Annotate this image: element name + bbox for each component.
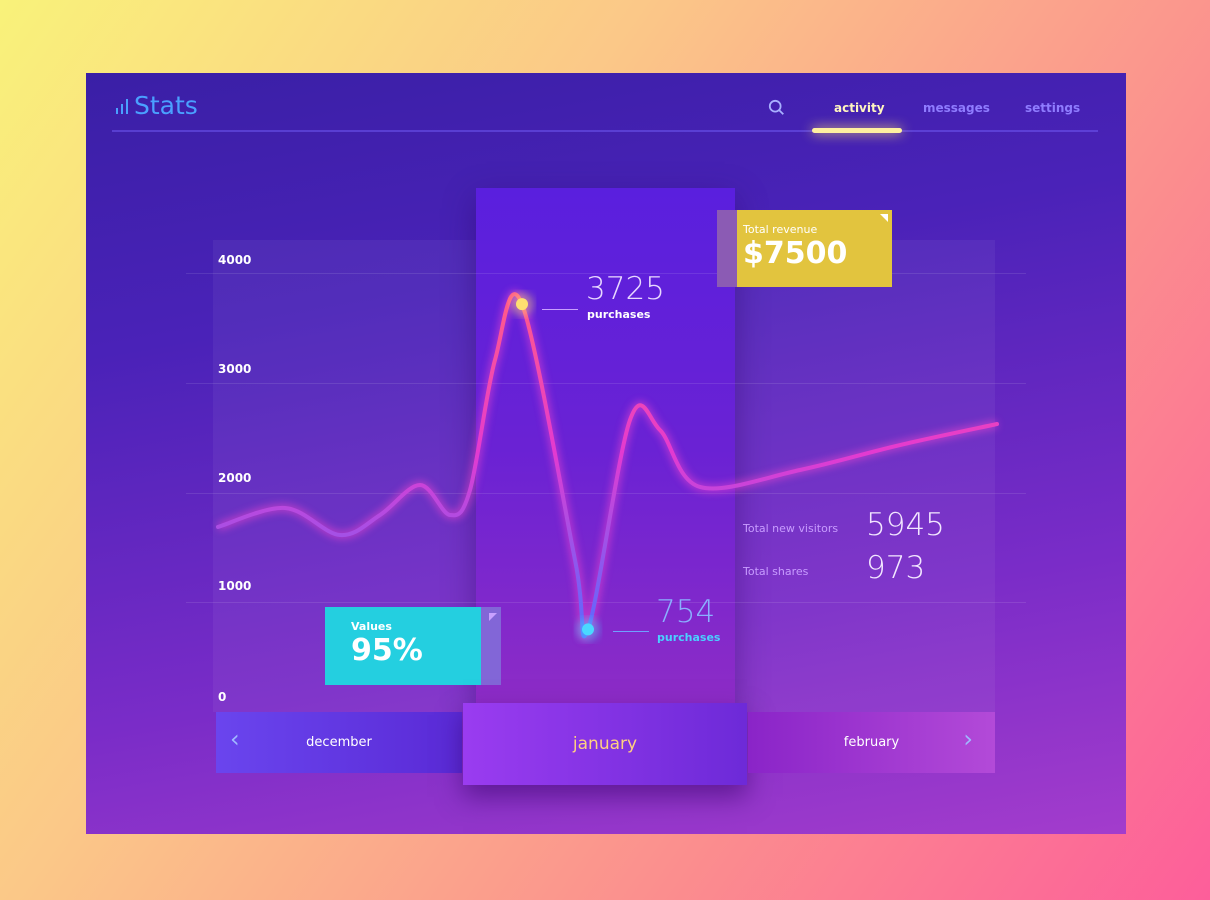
card-strip [481,607,501,685]
tab-activity[interactable]: activity [834,101,885,115]
stat-value: 5945 [866,507,945,543]
peak-point[interactable] [516,298,528,311]
series-line [216,292,999,639]
corner-triangle-icon [880,214,888,222]
trough-point[interactable] [582,623,594,636]
header-divider [112,130,1098,132]
gridline [186,383,1026,384]
y-tick-label: 4000 [218,253,252,267]
stat-label: Total shares [743,565,809,578]
month-january[interactable]: january [463,703,747,785]
active-tab-indicator [812,128,902,133]
stat-label: Total new visitors [743,522,839,535]
total-revenue-card[interactable]: Total revenue $7500 [717,210,892,287]
search-icon[interactable] [768,99,786,117]
y-tick-label: 3000 [218,362,252,376]
values-label: Values [351,620,392,633]
month-label: january [572,734,638,754]
month-label: february [843,735,900,750]
tab-messages[interactable]: messages [923,101,990,115]
bar-chart-icon [116,98,128,114]
gridline [186,602,1026,603]
callout-line [542,309,578,310]
revenue-label: Total revenue [743,223,818,236]
revenue-value: $7500 [743,236,848,271]
corner-triangle-icon [489,613,497,621]
gridline [186,493,1026,494]
trough-value: 754 [656,594,716,630]
line-chart [216,290,999,642]
trough-label: purchases [657,631,721,644]
month-february[interactable]: february › [748,712,995,773]
values-value: 95% [351,633,423,668]
stat-value: 973 [866,550,926,586]
app-title: Stats [134,91,198,120]
chevron-right-icon[interactable]: › [963,725,973,753]
peak-value: 3725 [586,271,665,307]
tab-settings[interactable]: settings [1025,101,1081,115]
card-strip [717,210,737,287]
peak-label: purchases [587,308,651,321]
app-logo[interactable]: Stats [116,91,198,120]
dashboard-window: 4000 3000 2000 1000 0 3725 purchases 754… [86,73,1126,834]
values-card[interactable]: Values 95% [325,607,501,685]
chevron-left-icon[interactable]: ‹ [230,725,240,753]
y-tick-label: 1000 [218,579,252,593]
month-december[interactable]: ‹ december [216,712,462,773]
month-label: december [306,735,372,750]
gridline [186,273,1026,274]
callout-line [613,631,649,632]
y-tick-label: 0 [218,690,227,704]
january-panel [476,188,735,708]
y-tick-label: 2000 [218,471,252,485]
